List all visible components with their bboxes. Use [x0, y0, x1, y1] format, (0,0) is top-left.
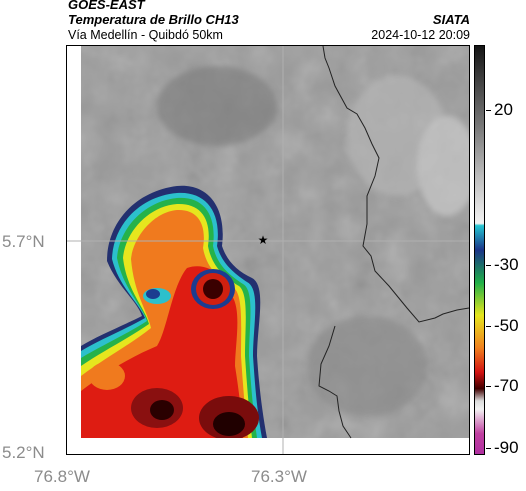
- cold-cloud-top: [81, 185, 267, 440]
- product-title: Temperatura de Brillo CH13: [68, 12, 239, 27]
- org-label: SIATA: [432, 12, 470, 27]
- lon-label-76-8: 76.8°W: [34, 467, 90, 486]
- lon-label-76-3: 76.3°W: [251, 467, 307, 486]
- satellite-map[interactable]: ★: [66, 45, 470, 455]
- colorbar-label-minus50: -50: [494, 316, 519, 335]
- colorbar-tick: [486, 326, 491, 327]
- department-border-south: [318, 325, 352, 439]
- colorbar-tick: [486, 110, 491, 111]
- lat-label-5-2: 5.2°N: [2, 443, 45, 462]
- no-data-strip-left: [67, 46, 81, 438]
- datetime-label: 2024-10-12 20:09: [371, 28, 470, 42]
- colorbar-label-minus90: -90: [494, 438, 519, 457]
- warm-patches: [157, 66, 469, 416]
- temperature-colorbar: [474, 45, 485, 455]
- no-data-strip: [67, 438, 469, 454]
- colorbar-label-minus30: -30: [494, 255, 519, 274]
- colorbar-tick: [486, 386, 491, 387]
- map-canvas: ★: [67, 46, 469, 454]
- colorbar-label-minus70: -70: [494, 376, 519, 395]
- lat-label-5-7: 5.7°N: [2, 232, 45, 251]
- colorbar-tick: [486, 448, 491, 449]
- satellite-title: GOES-EAST: [68, 0, 145, 12]
- region-subtitle: Vía Medellín - Quibdó 50km: [68, 28, 223, 42]
- colorbar-label-20: 20: [494, 100, 513, 119]
- department-border: [322, 46, 469, 323]
- colorbar-tick: [486, 265, 491, 266]
- station-star-icon: ★: [258, 233, 269, 247]
